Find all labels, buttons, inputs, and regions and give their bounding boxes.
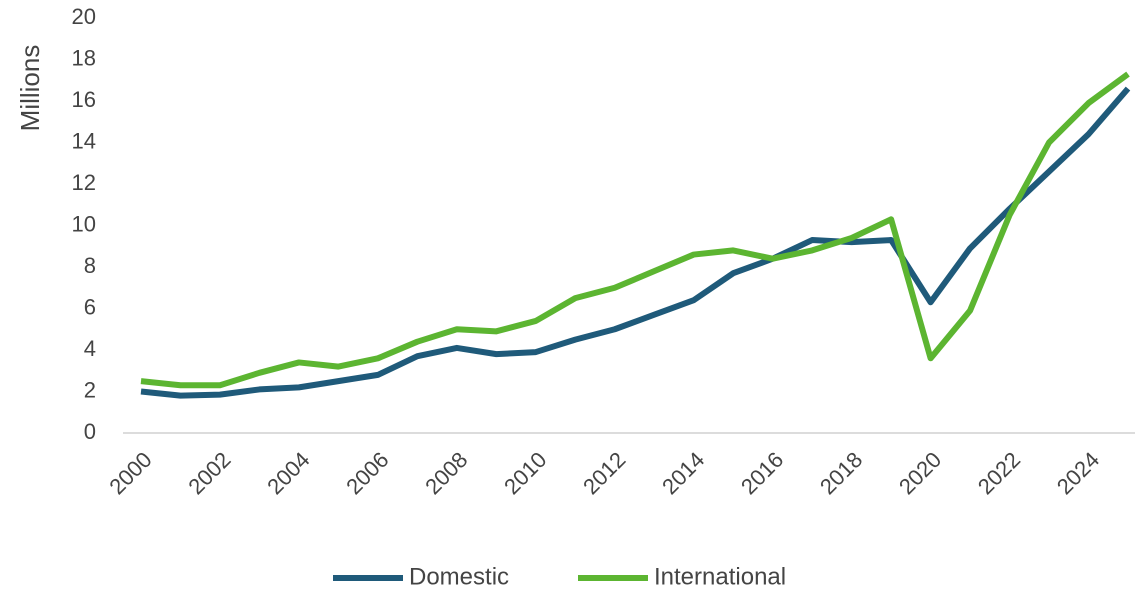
x-tick-label: 2014 [657,447,709,499]
series-line [140,71,1130,389]
y-tick-label: 10 [72,211,96,236]
x-tick-label: 2022 [973,447,1025,499]
y-tick-label: 20 [72,4,96,29]
y-axis-label: Millions [15,45,45,132]
y-tick-label: 18 [72,45,96,70]
y-tick-label: 2 [84,377,96,402]
y-tick-label: 14 [72,128,96,153]
x-tick-label: 2020 [894,447,946,499]
y-tick-label: 12 [72,170,96,195]
x-tick-label: 2000 [104,447,156,499]
x-tick-label: 2018 [815,447,867,499]
series-line [140,86,1131,399]
x-tick-label: 2002 [183,447,235,499]
x-tick-label: 2006 [341,447,393,499]
x-tick-label: 2010 [499,447,551,499]
x-tick-label: 2004 [262,447,314,499]
y-tick-label: 4 [84,336,96,361]
y-tick-label: 16 [72,87,96,112]
y-tick-label: 0 [84,419,96,444]
x-tick-label: 2012 [578,447,630,499]
y-tick-label: 8 [84,253,96,278]
x-tick-label: 2008 [420,447,472,499]
x-tick-label: 2024 [1052,447,1104,499]
legend-label: Domestic [409,563,509,590]
x-tick-label: 2016 [736,447,788,499]
legend-label: International [654,563,786,590]
y-tick-label: 6 [84,294,96,319]
